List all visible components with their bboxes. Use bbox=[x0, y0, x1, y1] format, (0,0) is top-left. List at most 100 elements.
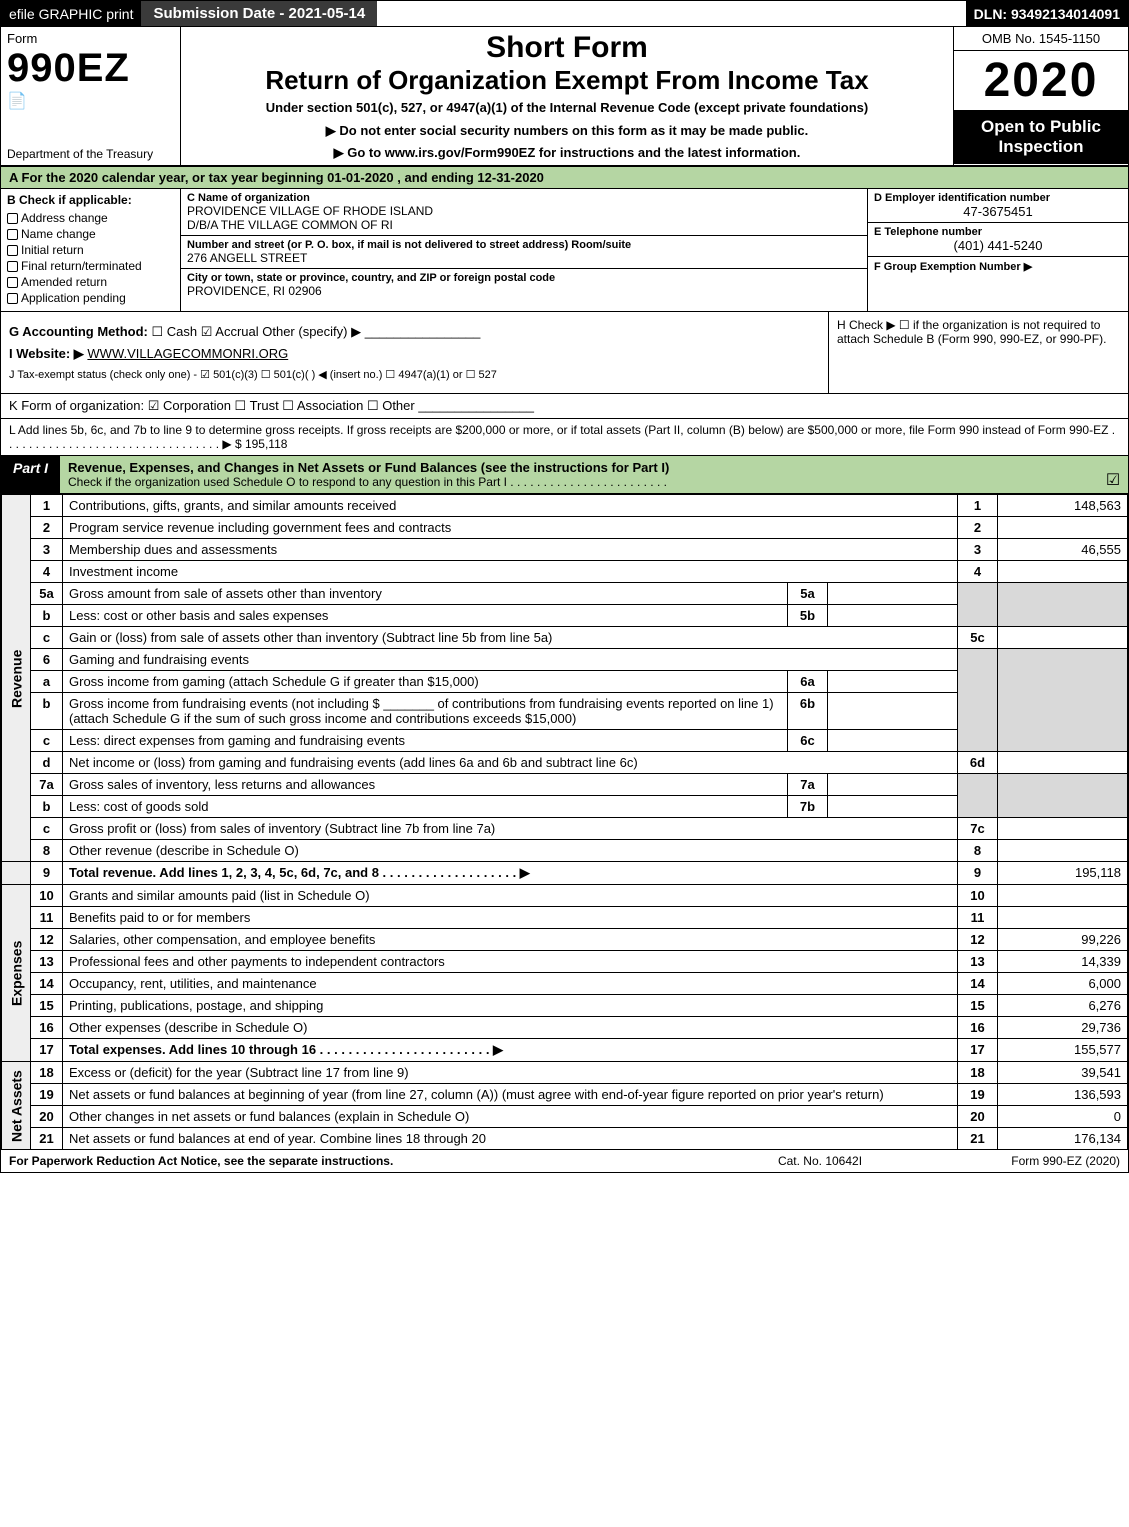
row-6-rv-shade bbox=[998, 649, 1128, 752]
part1-header: Part I Revenue, Expenses, and Changes in… bbox=[1, 456, 1128, 494]
check-application-pending[interactable]: Application pending bbox=[7, 291, 174, 305]
row-7a-mv bbox=[828, 774, 958, 796]
line-i: I Website: ▶ WWW.VILLAGECOMMONRI.ORG bbox=[9, 346, 820, 362]
row-21-desc: Net assets or fund balances at end of ye… bbox=[63, 1128, 958, 1150]
row-6c-mv bbox=[828, 730, 958, 752]
gk-block: G Accounting Method: ☐ Cash ☑ Accrual Ot… bbox=[1, 312, 1128, 394]
revenue-side-label-end bbox=[2, 862, 31, 885]
omb-number: OMB No. 1545-1150 bbox=[954, 27, 1128, 51]
check-name-change[interactable]: Name change bbox=[7, 227, 174, 241]
row-16-no: 16 bbox=[31, 1017, 63, 1039]
row-6b-mn: 6b bbox=[788, 693, 828, 730]
row-4-no: 4 bbox=[31, 561, 63, 583]
row-5a-mv bbox=[828, 583, 958, 605]
row-15-no: 15 bbox=[31, 995, 63, 1017]
row-10-rn: 10 bbox=[958, 885, 998, 907]
row-7b-no: b bbox=[31, 796, 63, 818]
row-16-desc: Other expenses (describe in Schedule O) bbox=[63, 1017, 958, 1039]
ein: 47-3675451 bbox=[874, 204, 1122, 219]
dln: DLN: 93492134014091 bbox=[966, 1, 1128, 26]
row-11-desc: Benefits paid to or for members bbox=[63, 907, 958, 929]
street-label: Number and street (or P. O. box, if mail… bbox=[187, 239, 861, 251]
row-14-val: 6,000 bbox=[998, 973, 1128, 995]
row-13-rn: 13 bbox=[958, 951, 998, 973]
website-link[interactable]: WWW.VILLAGECOMMONRI.ORG bbox=[87, 346, 288, 361]
row-5c-val bbox=[998, 627, 1128, 649]
row-7b-mn: 7b bbox=[788, 796, 828, 818]
row-7b-desc: Less: cost of goods sold bbox=[63, 796, 788, 818]
line-l: L Add lines 5b, 6c, and 7b to line 9 to … bbox=[1, 419, 1128, 456]
goto-link[interactable]: ▶ Go to www.irs.gov/Form990EZ for instru… bbox=[189, 145, 945, 161]
row-8-rn: 8 bbox=[958, 840, 998, 862]
line-g: G Accounting Method: ☐ Cash ☑ Accrual Ot… bbox=[9, 324, 820, 340]
row-13-val: 14,339 bbox=[998, 951, 1128, 973]
row-15-rn: 15 bbox=[958, 995, 998, 1017]
org-dba: D/B/A THE VILLAGE COMMON OF RI bbox=[187, 218, 861, 232]
revenue-side-label: Revenue bbox=[2, 495, 31, 862]
page-footer: For Paperwork Reduction Act Notice, see … bbox=[1, 1150, 1128, 1172]
do-not-ssn: ▶ Do not enter social security numbers o… bbox=[189, 123, 945, 139]
row-7c-rn: 7c bbox=[958, 818, 998, 840]
row-6a-mn: 6a bbox=[788, 671, 828, 693]
form-ref: Form 990-EZ (2020) bbox=[920, 1154, 1120, 1168]
check-address-change[interactable]: Address change bbox=[7, 211, 174, 225]
part1-title: Revenue, Expenses, and Changes in Net As… bbox=[68, 460, 669, 475]
row-18-desc: Excess or (deficit) for the year (Subtra… bbox=[63, 1062, 958, 1084]
open-public: Open to Public Inspection bbox=[954, 111, 1128, 164]
check-initial-return[interactable]: Initial return bbox=[7, 243, 174, 257]
row-5ab-rn-shade bbox=[958, 583, 998, 627]
row-18-rn: 18 bbox=[958, 1062, 998, 1084]
cat-no: Cat. No. 10642I bbox=[720, 1154, 920, 1168]
row-19-val: 136,593 bbox=[998, 1084, 1128, 1106]
part1-tag: Part I bbox=[1, 456, 60, 493]
short-form-title: Short Form bbox=[189, 31, 945, 65]
row-20-no: 20 bbox=[31, 1106, 63, 1128]
line-j: J Tax-exempt status (check only one) - ☑… bbox=[9, 368, 820, 381]
row-21-val: 176,134 bbox=[998, 1128, 1128, 1150]
row-4-desc: Investment income bbox=[63, 561, 958, 583]
row-3-no: 3 bbox=[31, 539, 63, 561]
row-2-desc: Program service revenue including govern… bbox=[63, 517, 958, 539]
expenses-side-label: Expenses bbox=[2, 885, 31, 1062]
under-section: Under section 501(c), 527, or 4947(a)(1)… bbox=[189, 100, 945, 115]
row-20-val: 0 bbox=[998, 1106, 1128, 1128]
row-3-val: 46,555 bbox=[998, 539, 1128, 561]
row-19-rn: 19 bbox=[958, 1084, 998, 1106]
row-19-no: 19 bbox=[31, 1084, 63, 1106]
row-7ab-rn-shade bbox=[958, 774, 998, 818]
row-11-rn: 11 bbox=[958, 907, 998, 929]
b-check-label: B Check if applicable: bbox=[7, 193, 174, 207]
row-5ab-rv-shade bbox=[998, 583, 1128, 627]
row-1-no: 1 bbox=[31, 495, 63, 517]
row-21-no: 21 bbox=[31, 1128, 63, 1150]
row-12-val: 99,226 bbox=[998, 929, 1128, 951]
return-title: Return of Organization Exempt From Incom… bbox=[189, 65, 945, 96]
efile-print[interactable]: efile GRAPHIC print bbox=[1, 1, 141, 26]
row-2-no: 2 bbox=[31, 517, 63, 539]
row-7c-no: c bbox=[31, 818, 63, 840]
form-header: Form 990EZ 📄 Department of the Treasury … bbox=[1, 27, 1128, 167]
row-6b-mv bbox=[828, 693, 958, 730]
check-final-return[interactable]: Final return/terminated bbox=[7, 259, 174, 273]
row-7a-desc: Gross sales of inventory, less returns a… bbox=[63, 774, 788, 796]
form-number: 990EZ bbox=[7, 46, 174, 91]
row-16-rn: 16 bbox=[958, 1017, 998, 1039]
row-3-rn: 3 bbox=[958, 539, 998, 561]
row-6-no: 6 bbox=[31, 649, 63, 671]
row-5c-rn: 5c bbox=[958, 627, 998, 649]
form-label: Form bbox=[7, 31, 174, 46]
row-9-no: 9 bbox=[31, 862, 63, 885]
submission-date: Submission Date - 2021-05-14 bbox=[141, 1, 377, 26]
row-7a-no: 7a bbox=[31, 774, 63, 796]
row-6d-val bbox=[998, 752, 1128, 774]
row-21-rn: 21 bbox=[958, 1128, 998, 1150]
check-amended[interactable]: Amended return bbox=[7, 275, 174, 289]
row-6a-no: a bbox=[31, 671, 63, 693]
part1-check[interactable]: ☑ bbox=[1098, 456, 1128, 493]
part1-sub: Check if the organization used Schedule … bbox=[68, 475, 1090, 489]
row-10-val bbox=[998, 885, 1128, 907]
row-4-val bbox=[998, 561, 1128, 583]
row-7c-desc: Gross profit or (loss) from sales of inv… bbox=[63, 818, 958, 840]
row-20-rn: 20 bbox=[958, 1106, 998, 1128]
row-18-val: 39,541 bbox=[998, 1062, 1128, 1084]
